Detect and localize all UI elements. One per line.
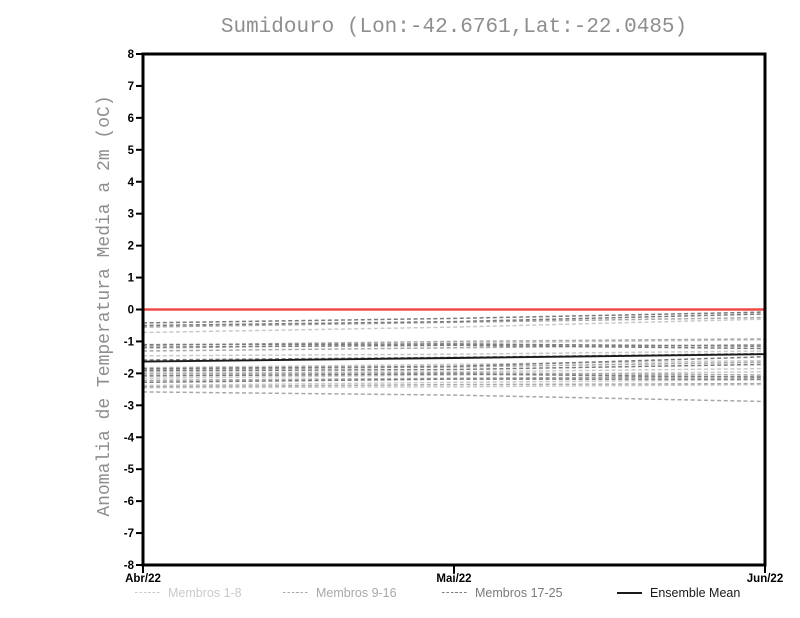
y-tick-label: 1 <box>128 273 135 285</box>
y-tick-label: -8 <box>124 560 135 572</box>
y-tick-label: 0 <box>128 305 134 317</box>
ensemble-member-line <box>142 382 766 388</box>
ensemble-member-line <box>142 344 766 350</box>
legend-item-ensemble-mean: Ensemble Mean <box>617 585 740 600</box>
y-tick-label: 5 <box>128 145 135 157</box>
legend-label: Ensemble Mean <box>650 585 741 600</box>
y-tick-label: -2 <box>124 368 134 380</box>
ensemble-member-line <box>142 318 766 334</box>
ensemble-member-line <box>142 350 766 357</box>
y-tick-label: 8 <box>128 49 135 61</box>
dashed-line-sample-icon <box>135 591 160 594</box>
ensemble-member-line <box>142 311 766 324</box>
legend-label: Membros 1-8 <box>168 585 242 600</box>
chart-legend: Membros 1-8 Membros 9-16 Membros 17-25 E… <box>0 585 800 601</box>
ensemble-member-line <box>142 359 766 369</box>
ensemble-member-line <box>142 338 766 347</box>
ensemble-member-line <box>142 391 766 403</box>
y-tick-label: -4 <box>124 432 135 444</box>
solid-line-sample-icon <box>617 591 642 594</box>
y-tick-label: 7 <box>128 81 134 93</box>
dashed-line-sample-icon <box>283 591 308 594</box>
ensemble-member-line <box>142 379 766 387</box>
y-tick-label: 6 <box>128 113 134 125</box>
legend-label: Membros 17-25 <box>475 585 563 600</box>
ensemble-mean-line <box>142 353 766 363</box>
legend-label: Membros 9-16 <box>316 585 397 600</box>
ensemble-member-line <box>142 371 766 376</box>
legend-item-membros-1-8: Membros 1-8 <box>135 585 242 600</box>
ensemble-member-line <box>142 339 766 350</box>
x-tick-label: Abr/22 <box>125 573 161 585</box>
y-tick-label: -1 <box>124 336 135 348</box>
y-tick-label: 3 <box>128 209 134 221</box>
y-tick-label: 2 <box>128 241 134 253</box>
y-tick-label: -7 <box>124 528 134 540</box>
ensemble-member-line <box>142 371 766 379</box>
ensemble-member-line <box>142 343 766 347</box>
x-tick-label: Mai/22 <box>436 573 471 585</box>
y-tick-label: -6 <box>124 496 134 508</box>
ensemble-member-line <box>142 313 766 327</box>
y-tick-label: 4 <box>128 177 135 189</box>
legend-item-membros-9-16: Membros 9-16 <box>283 585 397 600</box>
dashed-line-sample-icon <box>442 591 467 594</box>
ensemble-member-line <box>142 375 766 382</box>
ensemble-member-line <box>142 378 765 384</box>
ensemble-member-line <box>142 373 766 378</box>
x-tick-label: Jun/22 <box>747 573 783 585</box>
y-tick-label: -3 <box>124 400 134 412</box>
ensemble-member-line <box>142 383 766 389</box>
ensemble-member-line <box>142 363 766 372</box>
ensemble-member-line <box>142 367 766 374</box>
legend-item-membros-17-25: Membros 17-25 <box>442 585 563 600</box>
y-tick-label: -5 <box>124 464 135 476</box>
ensemble-member-line <box>142 356 766 370</box>
chart-title: Sumidouro (Lon:-42.6761,Lat:-22.0485) <box>220 16 688 39</box>
